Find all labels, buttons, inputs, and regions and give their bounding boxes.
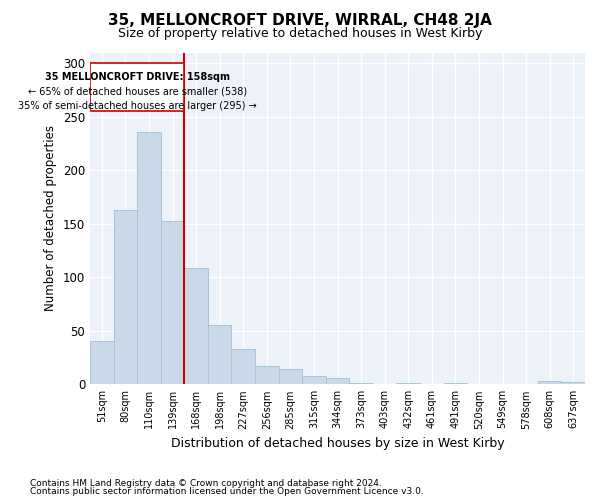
Text: 35% of semi-detached houses are larger (295) →: 35% of semi-detached houses are larger (… [18,100,257,110]
Bar [538,381,562,384]
Bar [255,366,278,384]
Bar [113,210,137,384]
Bar [184,268,208,384]
X-axis label: Distribution of detached houses by size in West Kirby: Distribution of detached houses by size … [171,437,505,450]
Text: 35, MELLONCROFT DRIVE, WIRRAL, CH48 2JA: 35, MELLONCROFT DRIVE, WIRRAL, CH48 2JA [108,12,492,28]
Y-axis label: Number of detached properties: Number of detached properties [44,126,58,312]
Text: ← 65% of detached houses are smaller (538): ← 65% of detached houses are smaller (53… [28,86,247,97]
Bar [90,63,184,112]
Bar [443,383,467,384]
Bar [397,383,420,384]
Bar [232,349,255,384]
Bar [161,220,184,384]
Bar [302,376,326,384]
Bar [562,382,585,384]
Text: 35 MELLONCROFT DRIVE: 158sqm: 35 MELLONCROFT DRIVE: 158sqm [45,72,230,82]
Bar [349,383,373,384]
Text: Contains HM Land Registry data © Crown copyright and database right 2024.: Contains HM Land Registry data © Crown c… [30,478,382,488]
Bar [326,378,349,384]
Bar [208,326,232,384]
Bar [278,370,302,384]
Text: Size of property relative to detached houses in West Kirby: Size of property relative to detached ho… [118,28,482,40]
Text: Contains public sector information licensed under the Open Government Licence v3: Contains public sector information licen… [30,487,424,496]
Bar [137,132,161,384]
Bar [90,342,113,384]
